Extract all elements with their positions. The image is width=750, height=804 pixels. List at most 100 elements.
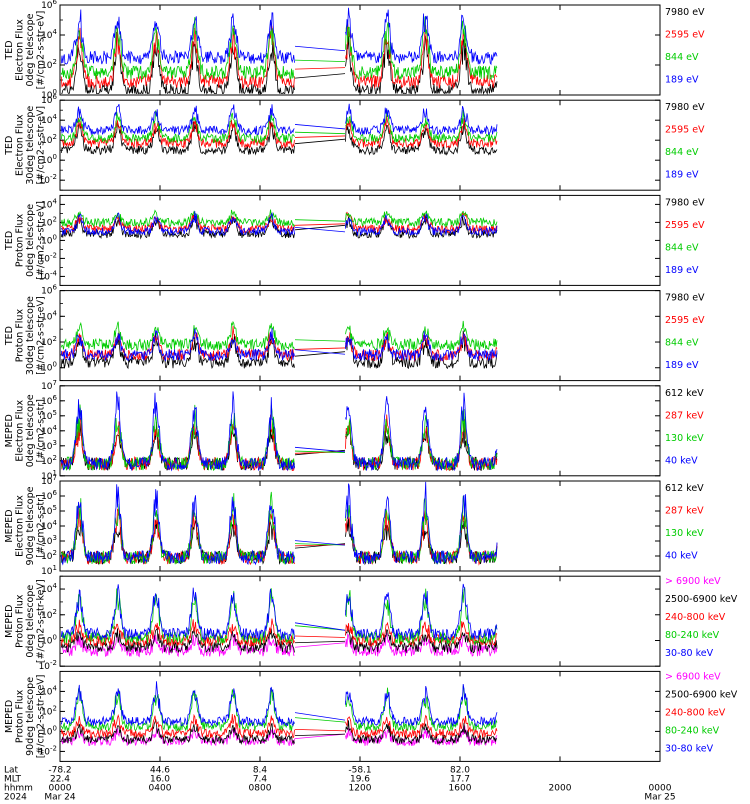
gap-connector-line xyxy=(294,124,346,130)
legend-label: 2500-6900 keV xyxy=(665,594,738,605)
gap-connector-line xyxy=(294,223,346,226)
time-tick-label: 2000 xyxy=(549,783,572,793)
series-line xyxy=(60,681,295,727)
legend-label: 130 keV xyxy=(665,433,704,444)
gap-connector-line xyxy=(294,349,346,355)
series-line xyxy=(345,109,498,144)
series-line xyxy=(345,632,498,657)
y-tick-label: 10-2 xyxy=(39,251,57,264)
gap-connector-line xyxy=(294,131,346,135)
lat-tick-label: -78.2 xyxy=(48,765,71,775)
legend-label: 240-800 keV xyxy=(665,612,726,623)
series-line xyxy=(345,213,498,240)
series-line xyxy=(61,719,295,746)
x-row-label: 2024 xyxy=(4,792,27,800)
gap-connector-line xyxy=(294,540,346,546)
series-line xyxy=(60,17,295,80)
legend-label: 287 keV xyxy=(665,410,704,421)
y-axis-label: TEDElectron Flux0deg telescope[#/cm2-s-s… xyxy=(4,11,47,90)
series-line xyxy=(60,713,295,739)
lat-tick-label: -58.1 xyxy=(348,765,371,775)
y-tick-label: 105 xyxy=(41,504,57,517)
legend-label: 2595 eV xyxy=(665,220,705,231)
time-tick-label: 0400 xyxy=(149,783,172,793)
gap-connector-line xyxy=(294,226,346,233)
x-row-label: Lat xyxy=(4,765,19,775)
time-tick-label: 1200 xyxy=(349,783,372,793)
legend-label: > 6900 keV xyxy=(665,671,721,682)
y-tick-label: 102 xyxy=(41,454,57,467)
y-tick-label: 104 xyxy=(41,582,57,595)
series-line xyxy=(345,16,498,80)
y-tick-label: 100 xyxy=(41,633,57,646)
series-line xyxy=(345,320,498,352)
legend-label: 844 eV xyxy=(665,242,699,253)
date-tick-label: Mar 25 xyxy=(644,792,675,800)
gap-connector-line xyxy=(294,717,346,723)
time-tick-label: 1600 xyxy=(449,783,472,793)
y-tick-label: 10-2 xyxy=(39,659,57,672)
y-tick-label: 106 xyxy=(41,489,57,502)
y-tick-label: 104 xyxy=(41,519,57,532)
y-tick-label: 106 xyxy=(41,0,57,11)
legend-label: 2500-6900 keV xyxy=(665,689,738,700)
series-line xyxy=(60,391,295,472)
legend-label: 7980 eV xyxy=(665,293,705,304)
lat-tick-label: 44.6 xyxy=(150,765,170,775)
y-tick-label: 103 xyxy=(41,439,57,452)
legend-label: 189 eV xyxy=(665,75,699,86)
legend-label: 189 eV xyxy=(665,360,699,371)
y-tick-label: 10-4 xyxy=(39,269,58,282)
series-line xyxy=(60,110,295,145)
y-tick-label: 102 xyxy=(41,704,57,717)
series-line xyxy=(60,103,295,136)
y-tick-label: 104 xyxy=(41,309,57,322)
series-line xyxy=(60,9,295,65)
x-row-label: hhmm xyxy=(4,783,33,793)
series-line xyxy=(345,392,498,472)
y-tick-label: 100 xyxy=(41,361,57,374)
series-line xyxy=(345,720,497,745)
gap-connector-line xyxy=(294,351,346,357)
series-line xyxy=(60,332,295,370)
gap-connector-line xyxy=(294,622,346,631)
legend-label: 2595 eV xyxy=(665,125,705,136)
y-tick-label: 104 xyxy=(41,197,57,210)
x-row-label: MLT xyxy=(4,774,22,784)
time-tick-label: 0000 xyxy=(649,783,672,793)
series-line xyxy=(60,211,295,237)
y-tick-label: 100 xyxy=(41,724,57,737)
series-line xyxy=(60,213,295,240)
y-tick-label: 102 xyxy=(41,215,57,228)
panel-frame xyxy=(59,575,661,667)
legend-label: 287 keV xyxy=(665,506,704,517)
legend-label: 844 eV xyxy=(665,52,699,63)
panel-frame xyxy=(59,194,661,286)
mlt-tick-label: 16.0 xyxy=(150,774,170,784)
panel-5: 101 102 103 104 105 106 107 MEPEDElectron Flux0… xyxy=(4,379,704,482)
series-line xyxy=(60,484,295,566)
legend-label: 7980 eV xyxy=(665,7,705,18)
gap-connector-line xyxy=(294,450,346,453)
y-tick-label: 10-2 xyxy=(39,744,57,757)
gap-connector-line xyxy=(294,347,346,350)
series-line xyxy=(345,331,498,362)
series-line xyxy=(345,23,498,90)
legend-label: 40 keV xyxy=(665,551,698,562)
gap-connector-line xyxy=(294,733,346,737)
y-tick-label: 105 xyxy=(41,409,57,422)
gap-connector-line xyxy=(294,45,346,52)
y-tick-label: 106 xyxy=(41,93,57,106)
y-tick-label: 104 xyxy=(41,424,57,437)
y-tick-label: 106 xyxy=(41,284,57,297)
series-line xyxy=(345,330,498,370)
series-line xyxy=(345,621,498,647)
gap-connector-line xyxy=(294,339,346,342)
gap-connector-line xyxy=(294,640,346,644)
